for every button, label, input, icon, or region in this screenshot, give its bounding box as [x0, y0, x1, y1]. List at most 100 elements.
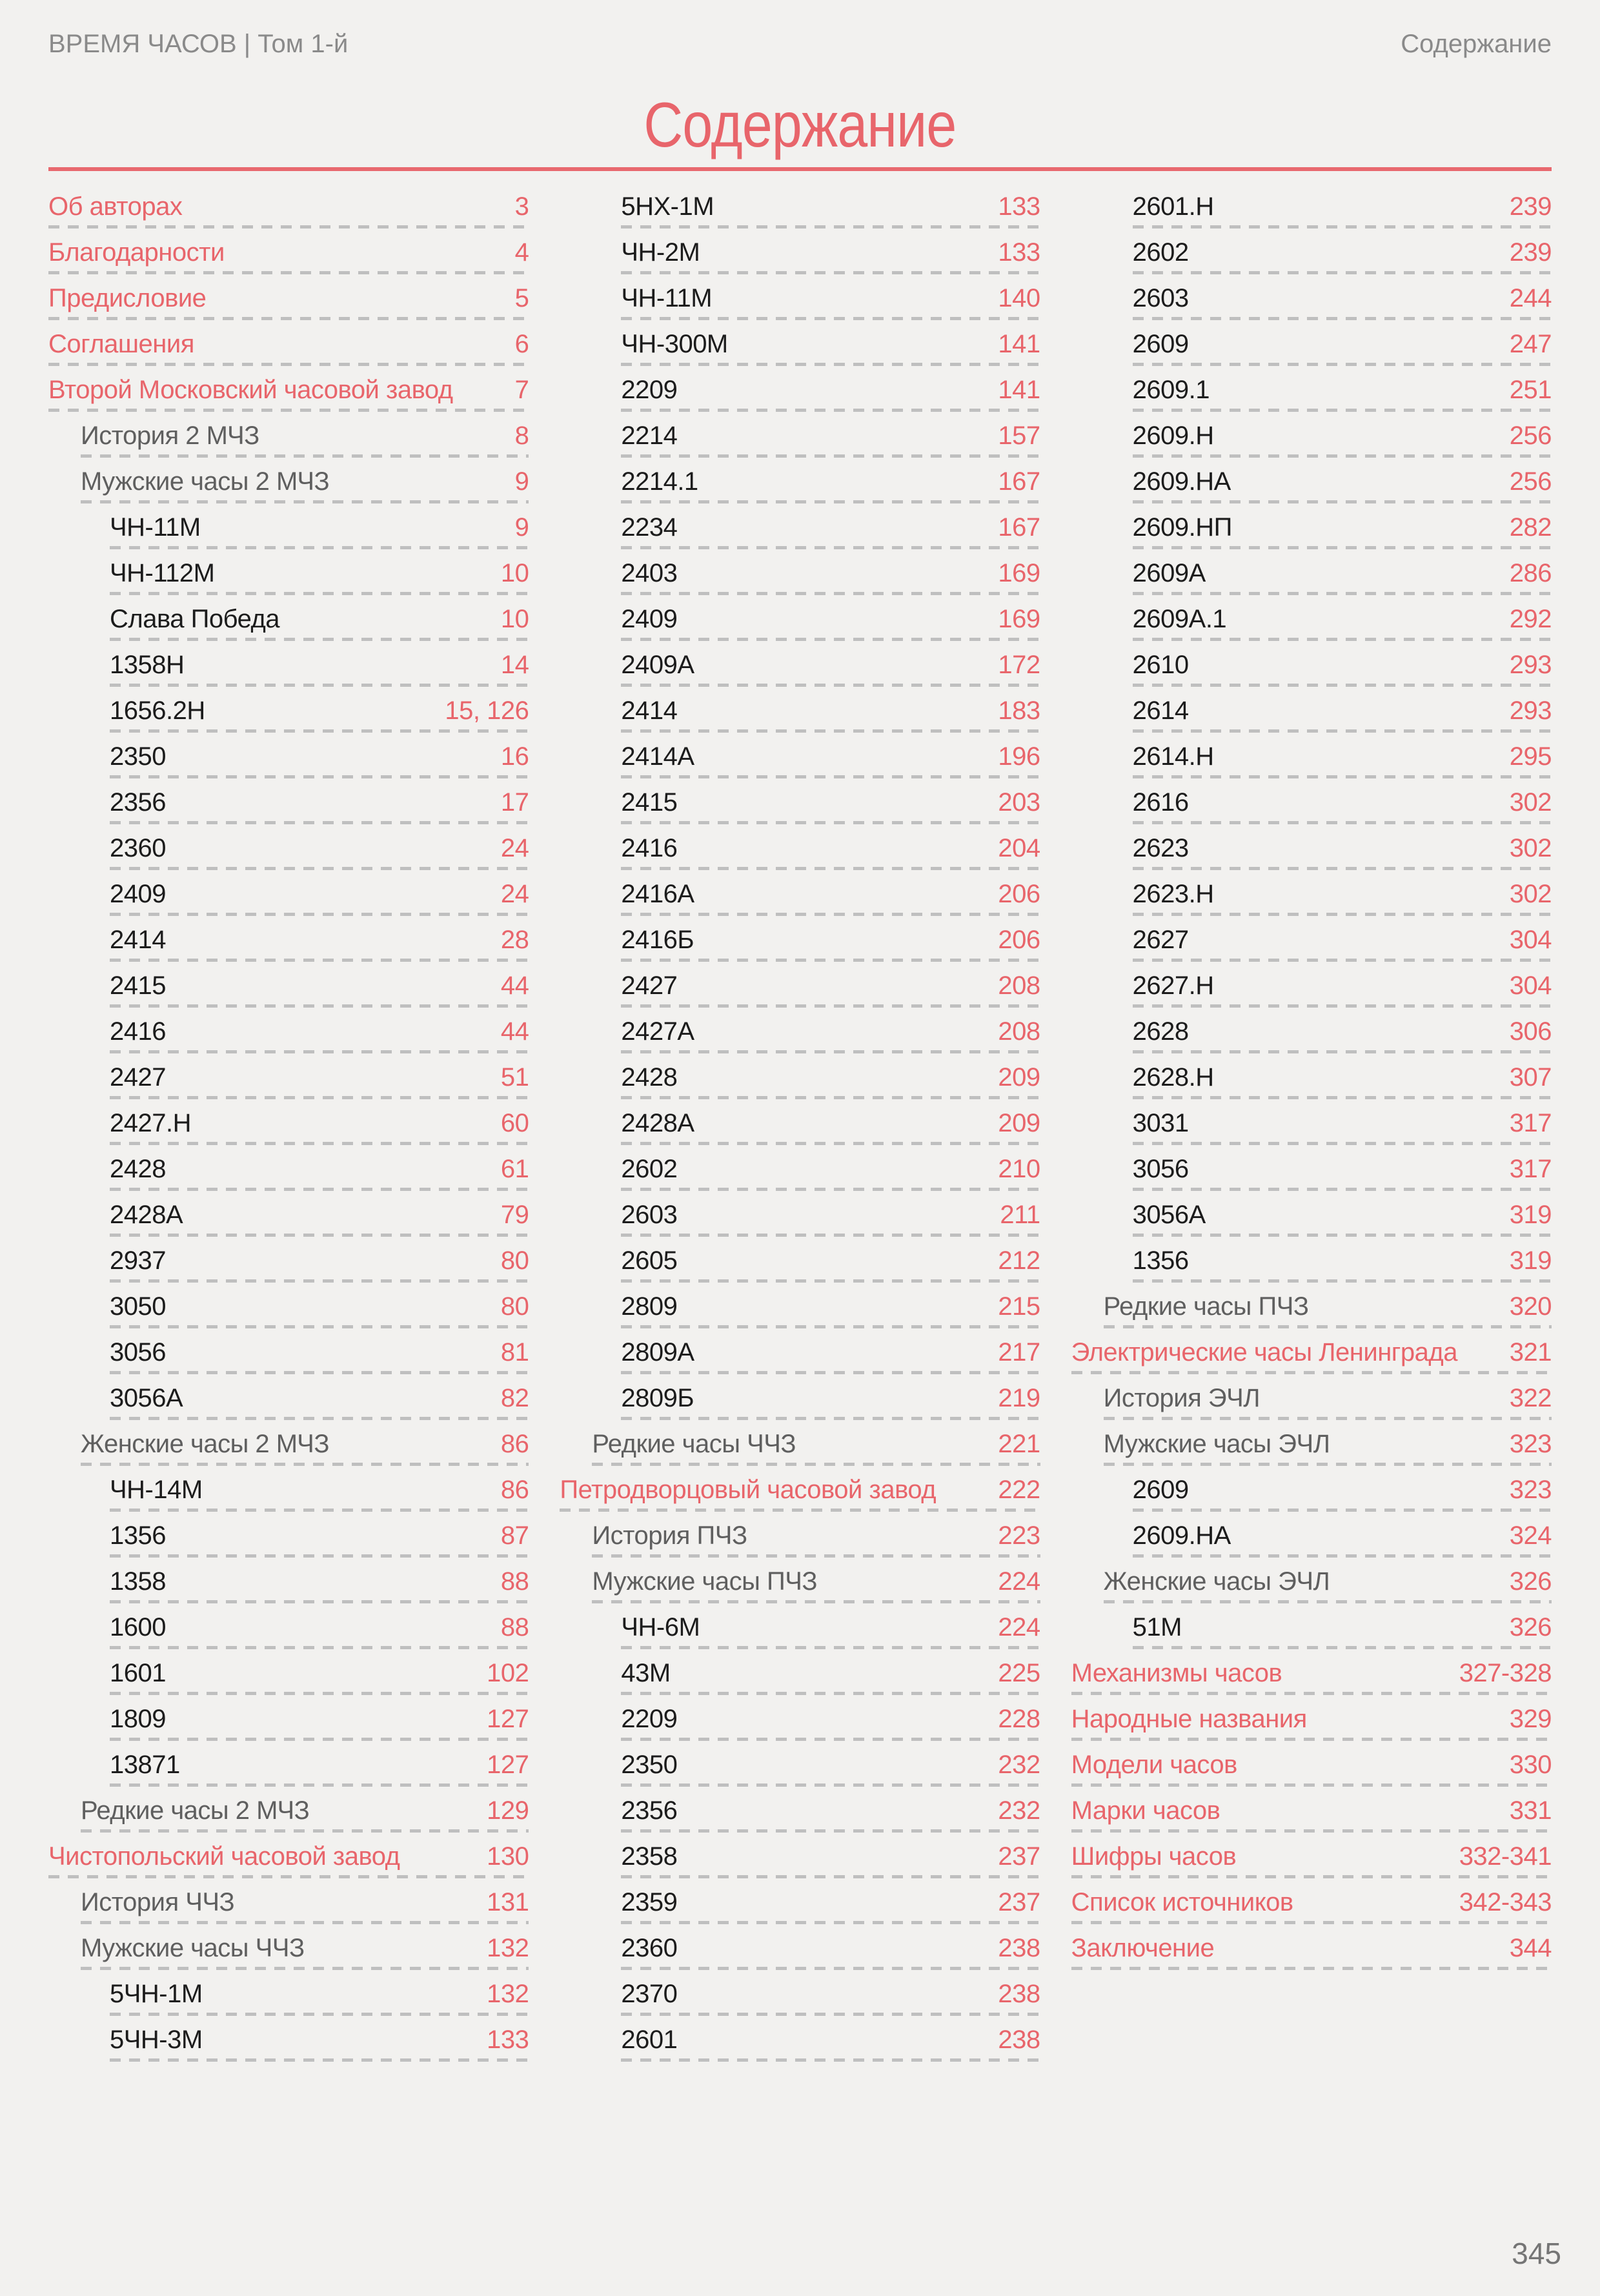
toc-entry-page: 209: [998, 1063, 1040, 1092]
toc-entry: 2609 323: [1132, 1466, 1552, 1512]
dotted-leader: [81, 500, 529, 503]
toc-entry-label: 1600: [110, 1613, 166, 1641]
toc-entry-page: 208: [998, 1017, 1040, 1046]
toc-entry-label: Мужские часы 2 МЧЗ: [81, 467, 330, 496]
toc-entry: 13871 127: [110, 1741, 529, 1787]
toc-entry: 2409 169: [621, 595, 1040, 641]
toc-entry-page: 232: [998, 1796, 1040, 1825]
dotted-leader: [1103, 1600, 1552, 1603]
toc-entry-label: 2350: [110, 742, 166, 771]
toc-entry-label: ЧН-6М: [621, 1613, 700, 1641]
toc-entry-label: 2358: [621, 1842, 678, 1871]
dotted-leader: [48, 1875, 529, 1878]
toc-entry-label: 2356: [621, 1796, 678, 1825]
toc-entry: 2360 238: [621, 1924, 1040, 1970]
toc-entry-label: 2416: [110, 1017, 166, 1046]
dotted-leader: [110, 1188, 529, 1191]
toc-entry: ЧН-6М 224: [621, 1603, 1040, 1649]
dotted-leader: [621, 271, 1040, 274]
dotted-leader: [110, 1783, 529, 1787]
dotted-leader: [81, 1829, 529, 1833]
toc-entry-label: ЧН-14М: [110, 1476, 203, 1504]
toc-entry-page: 16: [500, 742, 529, 771]
toc-entry-page: 15, 126: [445, 696, 529, 725]
toc-entry-page: 247: [1509, 330, 1552, 358]
dotted-leader: [621, 454, 1040, 458]
toc-entry-page: 323: [1509, 1476, 1552, 1504]
dotted-leader: [621, 1417, 1040, 1420]
toc-entry-label: 2414: [110, 926, 166, 954]
dotted-leader: [110, 1371, 529, 1374]
toc-entry: 2428 209: [621, 1053, 1040, 1099]
toc-entry: 2602 210: [621, 1145, 1040, 1191]
toc-entry: Модели часов 330: [1071, 1741, 1552, 1787]
toc-entry-page: 130: [487, 1842, 529, 1871]
dotted-leader: [48, 409, 529, 412]
toc-entry-page: 172: [998, 651, 1040, 679]
toc-entry: 2628.Н 307: [1132, 1053, 1552, 1099]
toc-entry-label: 1358: [110, 1567, 166, 1596]
toc-entry-label: 2350: [621, 1751, 678, 1779]
toc-entry-label: ЧН-300М: [621, 330, 728, 358]
toc-entry: 2356 17: [110, 778, 529, 824]
dotted-leader: [621, 592, 1040, 595]
toc-entry: 3056А 82: [110, 1374, 529, 1420]
toc-entry: 2623.Н 302: [1132, 870, 1552, 916]
toc-entry-label: Марки часов: [1071, 1796, 1220, 1825]
toc-entry-label: 2601.Н: [1132, 192, 1214, 221]
toc-entry: 51М 326: [1132, 1603, 1552, 1649]
page-number: 345: [1512, 2237, 1561, 2270]
toc-entry: 2414 28: [110, 916, 529, 962]
dotted-leader: [81, 1967, 529, 1970]
toc-entry-label: 3031: [1132, 1109, 1189, 1137]
toc-entry-label: 2415: [110, 971, 166, 1000]
toc-entry-page: 292: [1509, 605, 1552, 633]
toc-entry-label: 2605: [621, 1246, 678, 1275]
toc-entry-label: ЧН-11М: [621, 284, 713, 312]
dotted-leader: [81, 1921, 529, 1924]
toc-entry-label: Электрические часы Ленинграда: [1071, 1338, 1458, 1366]
toc-entry: 3050 80: [110, 1283, 529, 1328]
toc-entry-label: Чистопольский часовой завод: [48, 1842, 400, 1871]
dotted-leader: [621, 867, 1040, 870]
toc-entry-page: 10: [500, 559, 529, 587]
dotted-leader: [81, 454, 529, 458]
toc-entry-page: 320: [1509, 1292, 1552, 1321]
toc-entry-label: 5ЧН-1М: [110, 1980, 203, 2008]
toc-entry: Народные названия 329: [1071, 1695, 1552, 1741]
dotted-leader: [1132, 363, 1552, 366]
toc-entry: Редкие часы ПЧЗ 320: [1103, 1283, 1552, 1328]
toc-entry-page: 133: [998, 192, 1040, 221]
toc-entry: 3031 317: [1132, 1099, 1552, 1145]
toc-entry: 2416А 206: [621, 870, 1040, 916]
toc-entry-label: 2416А: [621, 880, 694, 908]
toc-entry-page: 302: [1509, 880, 1552, 908]
toc-entry-page: 51: [500, 1063, 529, 1092]
toc-entry-label: 2214: [621, 422, 678, 450]
dotted-leader: [560, 1509, 1040, 1512]
toc-entry-label: 2627.Н: [1132, 971, 1214, 1000]
toc-entry: Список источников 342-343: [1071, 1878, 1552, 1924]
dotted-leader: [1071, 1692, 1552, 1695]
dotted-leader: [1132, 225, 1552, 229]
toc-entry: Второй Московский часовой завод 7: [48, 366, 529, 412]
dotted-leader: [81, 1463, 529, 1466]
toc-entry: 2428А 209: [621, 1099, 1040, 1145]
dotted-leader: [621, 1646, 1040, 1649]
toc-entry-page: 319: [1509, 1246, 1552, 1275]
toc-entry: Женские часы 2 МЧЗ 86: [81, 1420, 529, 1466]
toc-entry-label: 2427: [110, 1063, 166, 1092]
toc-column: 2601.Н 239 2602 239 2603 244 2609 247 2609.1 251 2…: [1071, 183, 1552, 2062]
toc-entry: 2358 237: [621, 1833, 1040, 1878]
toc-entry-page: 10: [500, 605, 529, 633]
dotted-leader: [1132, 1050, 1552, 1053]
toc-entry-page: 210: [998, 1155, 1040, 1183]
dotted-leader: [1071, 1829, 1552, 1833]
dotted-leader: [110, 729, 529, 733]
toc-entry: 2616 302: [1132, 778, 1552, 824]
toc-entry-page: 286: [1509, 559, 1552, 587]
toc-entry-label: 5ЧН-3М: [110, 2026, 203, 2054]
toc-entry-label: 2609.НА: [1132, 467, 1231, 496]
toc-entry-label: ЧН-11М: [110, 513, 201, 542]
toc-entry-page: 208: [998, 971, 1040, 1000]
